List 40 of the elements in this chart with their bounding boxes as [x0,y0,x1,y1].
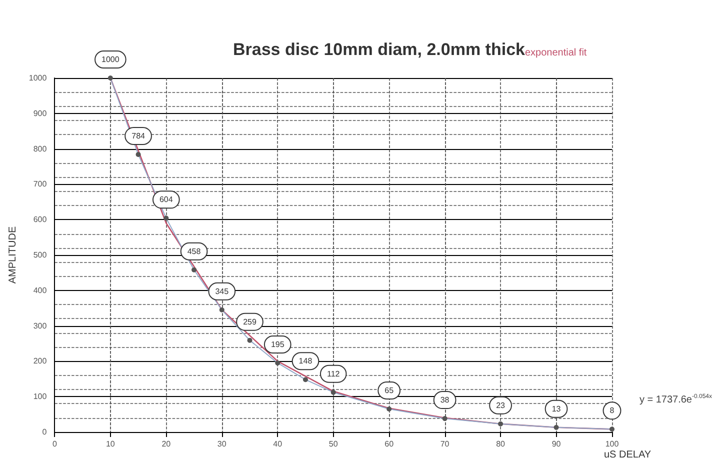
x-tick-label: 90 [552,440,562,448]
y-tick-label: 700 [33,180,48,189]
x-tick-label: 30 [217,440,227,448]
y-tick-label: 800 [33,144,48,154]
data-label: 784 [132,131,146,140]
data-label: 345 [215,286,230,296]
data-label: 13 [552,404,562,414]
data-label: 604 [159,195,174,204]
chart-subtitle: exponential fit [525,48,587,58]
x-tick-label: 0 [52,440,58,448]
y-tick-label: 1000 [28,74,48,82]
x-tick-label: 40 [273,440,283,448]
y-tick-label: 0 [42,428,48,436]
data-label: 195 [270,340,285,349]
data-label: 23 [496,400,506,410]
y-tick-label: 300 [33,321,48,330]
x-tick-label: 60 [384,440,394,448]
data-label: 1000 [102,55,120,64]
data-label: 458 [187,246,202,256]
x-axis-title: uS DELAY [604,450,652,460]
data-label: 112 [326,369,340,378]
y-tick-label: 500 [33,250,48,260]
data-label: 8 [610,406,615,416]
x-tick-label: 100 [605,440,620,448]
x-tick-label: 50 [328,440,338,448]
x-tick-label: 80 [496,440,506,448]
y-tick-label: 100 [33,392,48,402]
x-tick-label: 70 [440,440,450,448]
data-label: 259 [243,317,257,326]
data-label: 38 [440,396,450,405]
y-tick-label: 200 [33,356,48,366]
x-tick-label: 10 [106,440,116,448]
y-tick-label: 600 [33,215,48,224]
y-tick-label: 900 [33,108,48,118]
chart-title: Brass disc 10mm diam, 2.0mm thick [233,40,526,59]
data-label: 148 [298,356,313,366]
y-axis-title: AMPLITUDE [8,226,18,284]
data-label: 65 [384,386,394,395]
x-tick-label: 20 [162,440,172,448]
y-tick-label: 400 [33,286,48,295]
